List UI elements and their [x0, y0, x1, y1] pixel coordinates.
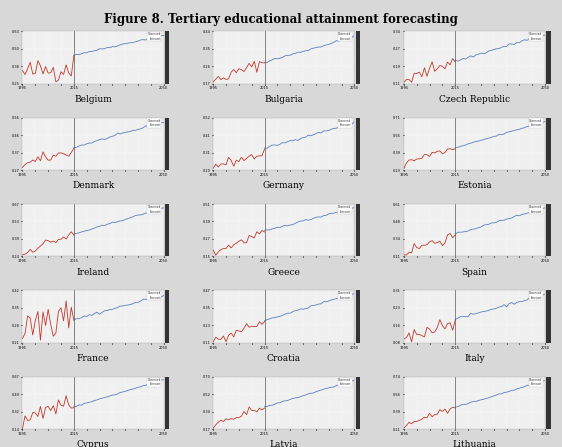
Text: Cyprus: Cyprus	[77, 440, 110, 447]
Text: Observed
Forecast: Observed Forecast	[148, 205, 161, 214]
Text: Greece: Greece	[268, 268, 300, 277]
Text: Latvia: Latvia	[270, 440, 298, 447]
Text: Italy: Italy	[464, 354, 485, 363]
Text: Observed
Forecast: Observed Forecast	[338, 378, 352, 386]
Text: Observed
Forecast: Observed Forecast	[148, 119, 161, 127]
Text: Observed
Forecast: Observed Forecast	[338, 205, 352, 214]
Text: Observed
Forecast: Observed Forecast	[148, 291, 161, 300]
Text: Observed
Forecast: Observed Forecast	[148, 32, 161, 41]
Text: Observed
Forecast: Observed Forecast	[529, 291, 542, 300]
Text: Bulgaria: Bulgaria	[264, 95, 303, 104]
Text: Estonia: Estonia	[457, 181, 492, 190]
Text: Czech Republic: Czech Republic	[439, 95, 510, 104]
Text: Observed
Forecast: Observed Forecast	[338, 291, 352, 300]
Text: Spain: Spain	[461, 268, 487, 277]
Text: Observed
Forecast: Observed Forecast	[148, 378, 161, 386]
Text: Belgium: Belgium	[74, 95, 112, 104]
Text: Lithuania: Lithuania	[452, 440, 496, 447]
Text: Observed
Forecast: Observed Forecast	[529, 32, 542, 41]
Text: Ireland: Ireland	[76, 268, 110, 277]
Text: France: France	[77, 354, 110, 363]
Text: Observed
Forecast: Observed Forecast	[529, 205, 542, 214]
Text: Croatia: Croatia	[267, 354, 301, 363]
Text: Germany: Germany	[263, 181, 305, 190]
Text: Figure 8. Tertiary educational attainment forecasting: Figure 8. Tertiary educational attainmen…	[104, 13, 458, 26]
Text: Denmark: Denmark	[72, 181, 114, 190]
Text: Observed
Forecast: Observed Forecast	[338, 32, 352, 41]
Text: Observed
Forecast: Observed Forecast	[338, 119, 352, 127]
Text: Observed
Forecast: Observed Forecast	[529, 378, 542, 386]
Text: Observed
Forecast: Observed Forecast	[529, 119, 542, 127]
